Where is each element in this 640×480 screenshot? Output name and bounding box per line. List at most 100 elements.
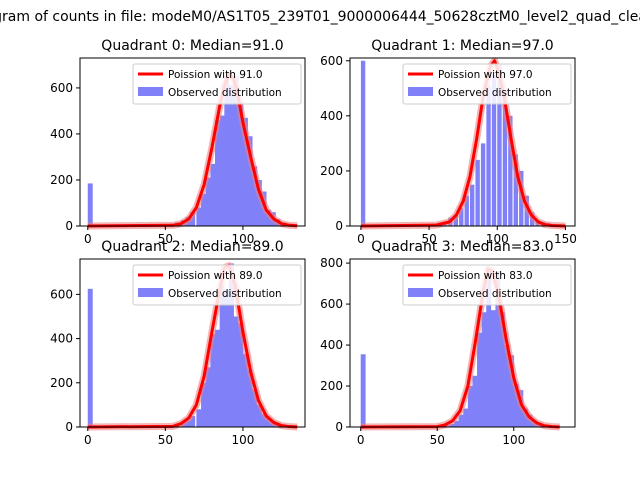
histogram-bar [360,354,366,427]
legend-box [402,264,572,306]
histogram-bar [481,312,487,427]
x-tick-label: 50 [421,232,436,246]
legend-label-observed: Observed distribution [168,288,282,300]
histogram-bar [205,367,211,427]
histogram-bar [472,375,478,427]
histogram-bar [228,263,234,427]
histogram-bar [360,60,366,227]
y-tick-label: 600 [320,297,343,311]
histogram-bar [196,207,202,226]
y-tick-label: 800 [320,256,343,270]
histogram-bar [252,389,258,427]
chart-title: Quadrant 3: Median=83.0 [371,239,553,255]
histogram-bar [233,76,239,227]
y-tick-label: 0 [65,219,73,233]
histogram-bar [497,63,502,227]
histogram-bar [242,117,248,226]
histogram-bar [454,420,459,427]
axes-frame [349,258,576,428]
legend-label-observed: Observed distribution [438,288,552,300]
histogram-bar [233,316,239,427]
histogram-bar [247,369,253,427]
histogram-bar [522,408,528,427]
histogram-bar [219,285,225,427]
legend: Poission with 91.0 Observed distribution [132,63,302,105]
y-tick-label: 600 [50,287,73,301]
histogram-bar [509,355,515,427]
histogram-bar [467,386,473,427]
y-tick-label: 600 [50,81,73,95]
chart-title: Quadrant 1: Median=97.0 [371,38,553,54]
y-tick-label: 400 [320,338,343,352]
chart-panel-3: 0 50 100 0 200 400 600 800 Poission with 83.0 Obs… [320,239,576,447]
legend-label-observed: Observed distribution [168,87,282,99]
histogram-bar [87,183,93,226]
y-tick-label: 200 [50,173,73,187]
histogram-bar [475,159,480,226]
legend-hist-swatch [138,87,163,96]
legend: Poission with 97.0 Observed distribution [402,63,572,105]
histogram-bar [261,413,267,427]
legend: Poission with 83.0 Observed distribution [402,264,572,306]
y-tick-label: 400 [50,332,73,346]
x-tick-label: 50 [158,433,173,447]
legend-label-poisson: Poission with 83.0 [438,270,533,282]
x-tick-label: 150 [554,232,577,246]
histogram-bar [242,354,248,427]
histogram-bar [513,383,519,427]
y-tick-label: 400 [320,109,343,123]
legend-hist-swatch [138,288,163,297]
histogram-bar [201,193,206,226]
histogram-bar [491,74,497,226]
axes-frame [79,57,306,227]
histogram-bar [256,404,262,427]
legend-label-observed: Observed distribution [438,87,552,99]
x-tick-label: 50 [158,232,173,246]
histogram-bar [210,334,216,427]
histogram-bar [480,143,486,226]
legend-hist-swatch [408,288,433,297]
histogram-bar [196,409,202,427]
histogram-bar [252,166,258,226]
x-tick-label: 50 [430,433,445,447]
histogram-bar [205,177,211,226]
y-tick-label: 600 [320,54,343,68]
axes-frame [79,258,306,428]
x-tick-label: 0 [84,232,92,246]
x-tick-label: 100 [502,433,525,447]
x-tick-label: 0 [84,433,92,447]
histogram-bar [490,310,496,427]
y-tick-label: 0 [335,420,343,434]
histogram-bar [464,195,469,226]
x-tick-label: 100 [231,232,254,246]
histogram-bar [238,101,244,226]
y-tick-label: 0 [335,219,343,233]
histogram-bar [238,323,244,427]
histogram-bar [247,136,253,226]
histogram-bar [201,382,206,427]
histogram-bar [470,184,475,226]
legend-label-poisson: Poission with 91.0 [168,69,263,81]
histogram-bar [215,120,220,226]
x-tick-label: 100 [486,232,509,246]
histogram-bar [228,85,234,226]
histogram-bar [210,163,216,226]
x-tick-label: 0 [357,232,365,246]
y-tick-label: 400 [50,127,73,141]
histogram-bar [185,420,191,427]
histogram-bar [87,288,93,427]
y-tick-label: 0 [65,420,73,434]
histogram-bar [190,415,196,427]
x-tick-label: 100 [231,433,254,447]
histogram-bar [513,154,518,226]
histogram-bar [463,408,469,427]
histogram-bar [224,76,230,227]
histogram-bar [458,414,464,427]
histogram-bar [224,289,230,427]
chart-panel-0: 0 50 100 0 200 400 600 Poission with 91.0 Observ… [50,38,306,246]
histogram-bar [495,271,501,427]
histogram-bar [219,115,225,226]
legend-box [402,63,572,105]
axes-frame [349,57,576,227]
